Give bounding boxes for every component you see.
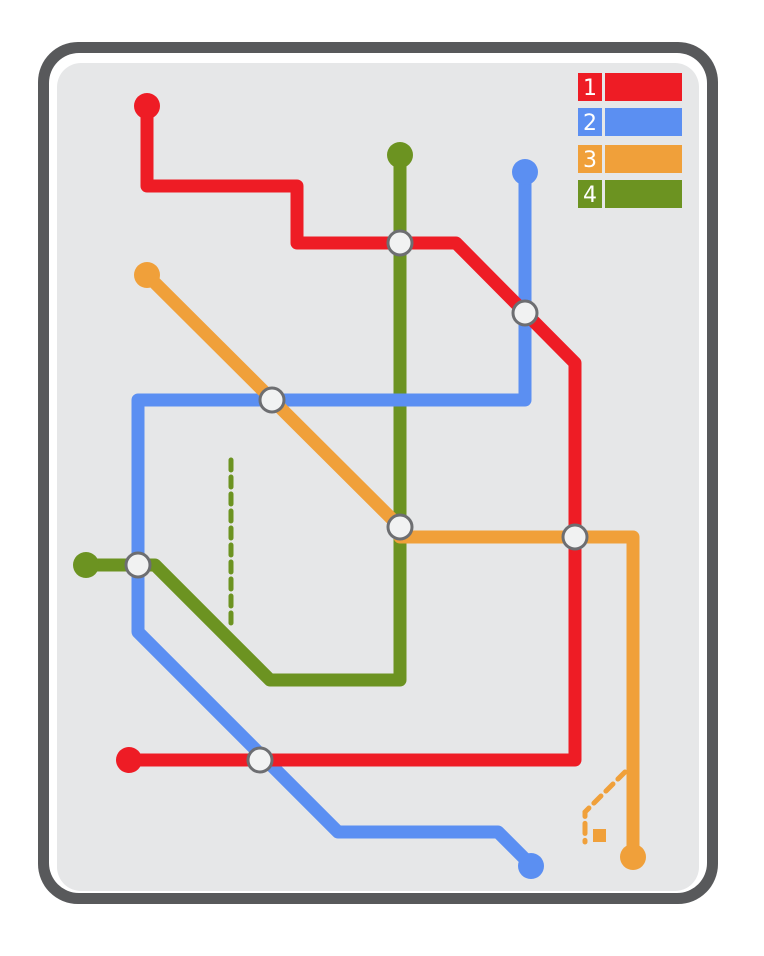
line-1-terminal-bottom [116,747,142,773]
line-1-terminal-top [134,93,160,119]
legend-number-4: 4 [583,183,597,208]
legend-item-1: 1 [578,73,682,101]
station-interchange[interactable] [386,229,414,257]
station-interchange[interactable] [386,513,414,541]
line-4-terminal-top [387,142,413,168]
line-3-terminal-bottom [620,844,646,870]
legend-number-1: 1 [583,76,597,101]
station-interchange[interactable] [124,551,152,579]
legend: 1 2 3 4 [578,73,682,208]
line-2-terminal-bottom [518,853,544,879]
legend-swatch-bar-4 [605,180,682,208]
line-2-terminal-top [512,159,538,185]
line-3-planned-terminal [593,829,606,842]
map-panel [57,63,699,891]
legend-item-4: 4 [578,180,682,208]
station-interchange[interactable] [246,746,274,774]
line-1-track [123,101,582,767]
line-2 [131,159,544,879]
legend-swatch-bar-3 [605,145,682,173]
legend-swatch-bar-1 [605,73,682,101]
legend-number-2: 2 [583,111,597,136]
legend-number-3: 3 [583,148,597,173]
station-interchange[interactable] [511,299,539,327]
interchange-stations [124,229,589,774]
legend-swatch-number-2 [578,108,602,136]
line-3-planned-branch [582,769,628,845]
station-interchange[interactable] [258,386,286,414]
station-interchange[interactable] [561,523,589,551]
legend-swatch-bar-2 [605,108,682,136]
line-3-terminal-top [134,262,160,288]
legend-swatch-number-4 [578,180,602,208]
legend-swatch-number-1 [578,73,602,101]
legend-item-3: 3 [578,145,682,173]
legend-item-2: 2 [578,108,682,136]
legend-swatch-number-3 [578,145,602,173]
line-1 [116,93,582,773]
line-2-track [131,165,537,871]
line-4-terminal-left [73,552,99,578]
